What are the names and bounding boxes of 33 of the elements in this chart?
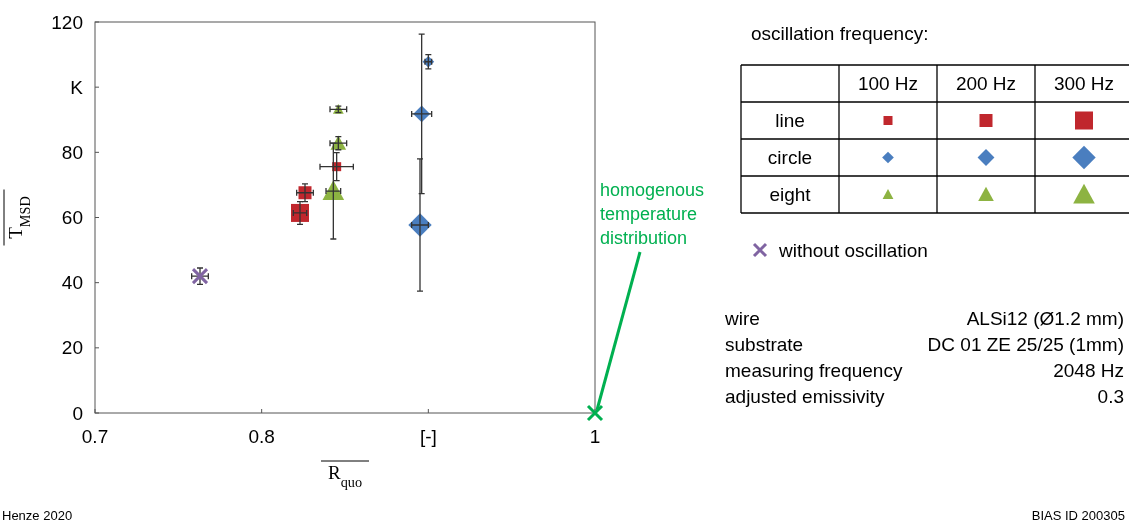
text: circle <box>767 147 813 169</box>
x-tick-label: [-] <box>419 426 437 447</box>
x-tick-label: 0.7 <box>81 426 109 447</box>
y-tick-label: 120 <box>51 11 83 33</box>
text: line <box>775 110 805 132</box>
text: BIAS ID 200305 <box>1031 508 1125 523</box>
y-tick-label: 20 <box>61 337 83 359</box>
text: substrate <box>725 333 804 355</box>
annotation: homogenous temperature distribution <box>600 180 705 248</box>
text: DC 01 ZE 25/25 (1mm) <box>927 333 1124 355</box>
text: wire <box>724 307 760 329</box>
text: ALSi12 (Ø1.2 mm) <box>966 307 1124 329</box>
text: 2048 Hz <box>1053 359 1124 381</box>
x-tick-label: 0.8 <box>248 426 275 447</box>
text: 300 Hz <box>1053 73 1115 95</box>
y-tick-label: 40 <box>61 272 83 294</box>
text: eight <box>769 184 812 206</box>
point <box>586 404 604 422</box>
y-tick-label: 80 <box>61 141 83 163</box>
text: 200 Hz <box>955 73 1017 95</box>
legend-title: oscillation frequency: <box>751 23 929 44</box>
x-axis-title: R$_{quo}$ <box>327 462 363 490</box>
text: adjusted emissivity <box>725 385 885 407</box>
text: 0.3 <box>1097 385 1124 407</box>
y-tick-label: 60 <box>61 207 83 229</box>
text: Henze 2020 <box>2 508 73 523</box>
y-tick-label: 0 <box>72 402 83 424</box>
text: 100 Hz <box>857 73 919 95</box>
legend-label: without oscillation <box>778 239 928 261</box>
point <box>191 267 209 285</box>
y-tick-label: K <box>70 76 84 98</box>
x-tick-label: 1 <box>589 426 601 447</box>
text: measuring frequency <box>725 359 903 381</box>
